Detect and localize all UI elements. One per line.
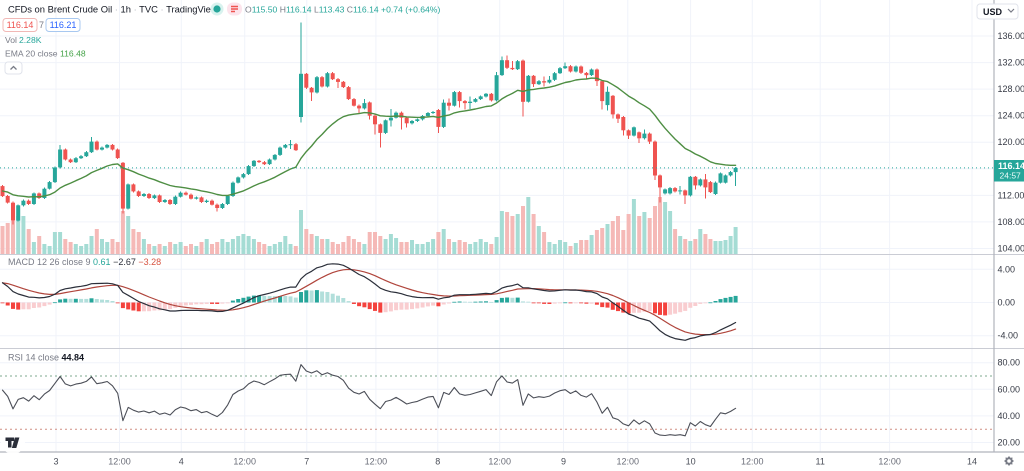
svg-text:7: 7 <box>39 20 44 30</box>
svg-text:24:57: 24:57 <box>1000 171 1022 181</box>
svg-text:128.00: 128.00 <box>998 84 1024 94</box>
svg-text:104.00: 104.00 <box>998 244 1024 254</box>
svg-text:116.14: 116.14 <box>7 20 34 30</box>
svg-text:8: 8 <box>435 457 440 467</box>
svg-text:EMA 20 close: EMA 20 close <box>5 49 58 59</box>
svg-text:116.14: 116.14 <box>998 161 1024 171</box>
svg-text:0.00: 0.00 <box>998 298 1016 308</box>
svg-text:4.00: 4.00 <box>998 264 1016 274</box>
svg-text:80.00: 80.00 <box>998 358 1021 368</box>
svg-text:136.00: 136.00 <box>998 31 1024 41</box>
svg-text:12:00: 12:00 <box>233 457 256 467</box>
svg-text:60.00: 60.00 <box>998 384 1021 394</box>
svg-text:124.00: 124.00 <box>998 111 1024 121</box>
svg-text:2.28K: 2.28K <box>19 35 42 45</box>
svg-text:MACD 12 26 close 9 0.61 −2.67: MACD 12 26 close 9 0.61 −2.67 −3.28 <box>8 257 161 267</box>
svg-text:108.00: 108.00 <box>998 217 1024 227</box>
svg-text:9: 9 <box>561 457 566 467</box>
svg-text:112.00: 112.00 <box>998 190 1024 200</box>
svg-text:132.00: 132.00 <box>998 58 1024 68</box>
svg-text:USD: USD <box>983 7 1003 17</box>
svg-text:CFDs on Brent Crude Oil · 1h ·: CFDs on Brent Crude Oil · 1h · TVC · Tra… <box>8 4 218 15</box>
svg-text:116.48: 116.48 <box>60 49 86 59</box>
svg-text:116.21: 116.21 <box>50 20 77 30</box>
svg-text:14: 14 <box>967 457 977 467</box>
svg-text:4: 4 <box>179 457 184 467</box>
svg-text:11: 11 <box>816 457 825 467</box>
svg-text:12:00: 12:00 <box>878 457 901 467</box>
svg-text:12:00: 12:00 <box>741 457 764 467</box>
svg-text:3: 3 <box>53 457 58 467</box>
svg-text:10: 10 <box>686 457 696 467</box>
svg-text:20.00: 20.00 <box>998 438 1021 448</box>
svg-text:40.00: 40.00 <box>998 411 1021 421</box>
svg-text:120.00: 120.00 <box>998 137 1024 147</box>
svg-text:Vol: Vol <box>5 35 17 45</box>
svg-text:-4.00: -4.00 <box>998 331 1019 341</box>
svg-text:7: 7 <box>304 457 309 467</box>
svg-text:O115.50 H116.14 L113.43 C116.1: O115.50 H116.14 L113.43 C116.14 +0.74 (+… <box>245 5 440 15</box>
svg-text:12:00: 12:00 <box>365 457 388 467</box>
svg-text:12:00: 12:00 <box>617 457 640 467</box>
svg-text:12:00: 12:00 <box>488 457 511 467</box>
svg-text:12:00: 12:00 <box>108 457 131 467</box>
svg-text:RSI 14 close 44.84: RSI 14 close 44.84 <box>8 353 84 363</box>
